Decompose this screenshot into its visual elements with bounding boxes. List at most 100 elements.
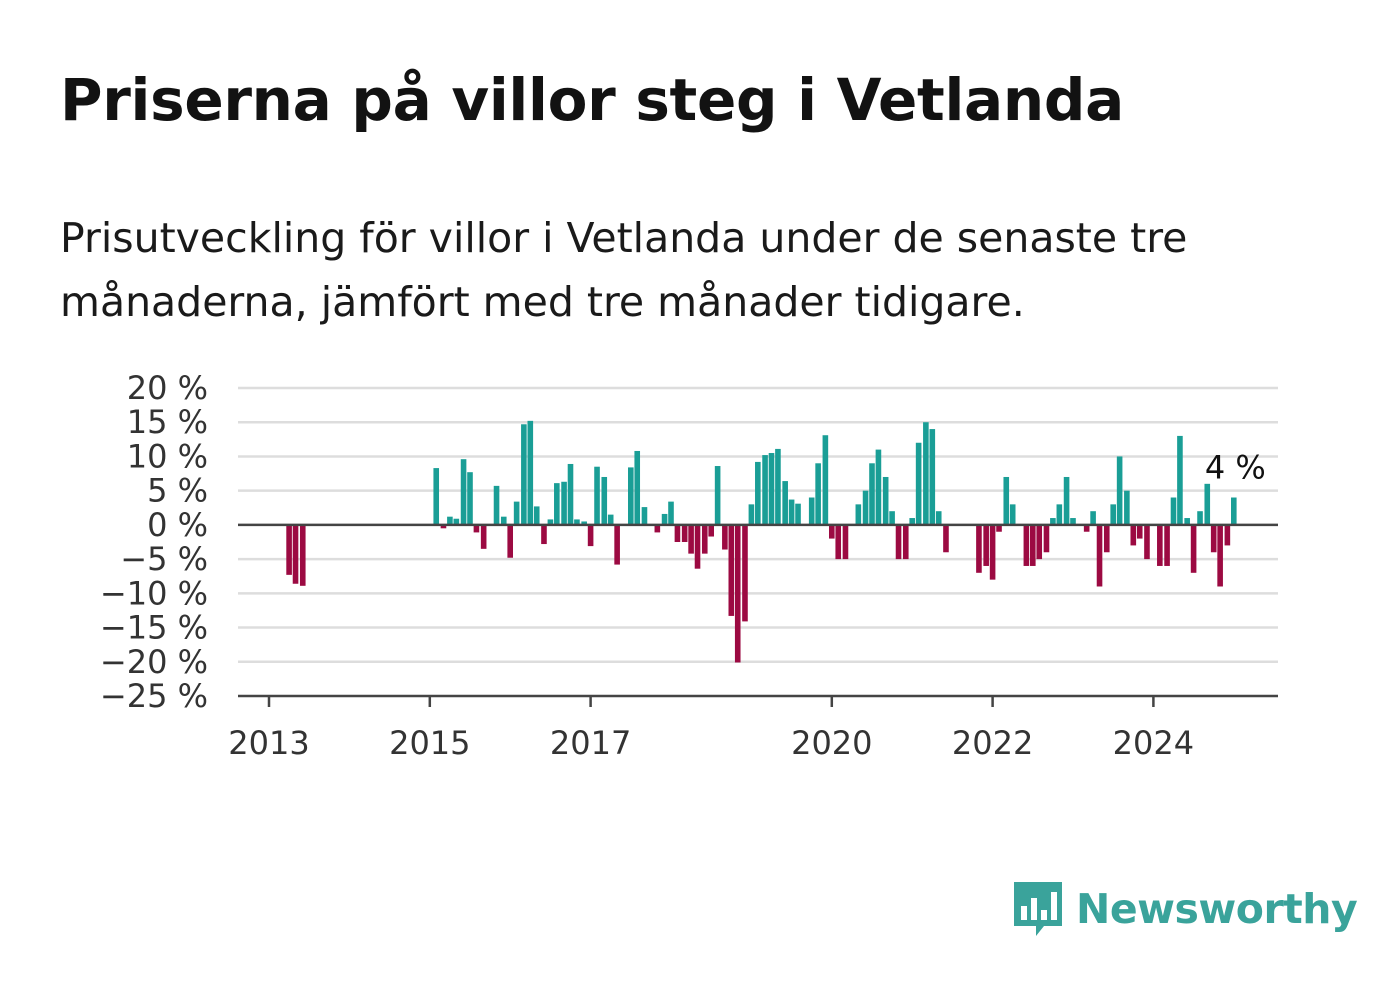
- bar: [782, 481, 788, 525]
- bar: [493, 485, 500, 525]
- x-tick-label: 2020: [791, 724, 872, 762]
- bars: [286, 420, 1237, 663]
- bar: [882, 476, 889, 525]
- bar: [835, 524, 842, 560]
- logo-wordmark: Newsworthy: [1076, 885, 1358, 933]
- bar: [875, 449, 882, 525]
- chart-subtitle: Prisutveckling för villor i Vetlanda und…: [60, 214, 1188, 326]
- bar: [1096, 524, 1103, 587]
- bar: [895, 524, 902, 560]
- bar: [1224, 524, 1231, 546]
- bar: [480, 524, 487, 549]
- bar: [681, 524, 688, 542]
- bar: [527, 420, 534, 525]
- bar: [815, 463, 821, 525]
- gridlines: [238, 386, 1278, 664]
- bar: [829, 524, 835, 539]
- bar: [842, 524, 849, 560]
- bar: [1003, 476, 1010, 525]
- axes: [238, 523, 1278, 707]
- y-tick-label: −10 %: [100, 574, 208, 612]
- bar: [433, 468, 440, 525]
- bar: [473, 524, 480, 533]
- bar: [822, 435, 829, 525]
- bar: [607, 514, 614, 525]
- bar: [460, 459, 467, 525]
- bar: [762, 455, 768, 525]
- bar: [728, 524, 735, 616]
- y-tick-label: 5 %: [147, 472, 208, 510]
- bar: [594, 466, 600, 525]
- bar: [567, 463, 574, 525]
- bar: [587, 524, 594, 547]
- y-tick-label: −25 %: [100, 677, 208, 715]
- bar: [688, 524, 694, 554]
- bar: [923, 422, 929, 525]
- bar: [869, 463, 875, 525]
- bar: [561, 481, 567, 525]
- bar: [554, 483, 560, 525]
- latest-value-label: 4 %: [1205, 449, 1266, 487]
- bar: [996, 524, 1002, 532]
- bar: [1090, 511, 1096, 525]
- bar: [1144, 524, 1150, 560]
- bar: [661, 513, 668, 525]
- bar: [929, 429, 936, 525]
- bar: [547, 519, 554, 525]
- x-tick-label: 2013: [228, 724, 309, 762]
- bar: [694, 524, 701, 569]
- bar: [1204, 483, 1211, 525]
- bar: [634, 450, 641, 525]
- x-tick-label: 2015: [389, 724, 470, 762]
- bar: [533, 506, 540, 525]
- bar: [1030, 524, 1036, 566]
- bar: [902, 524, 909, 560]
- bar: [989, 524, 996, 580]
- bar: [601, 476, 608, 525]
- bar: [574, 519, 580, 525]
- bar: [722, 524, 728, 550]
- bar: [1184, 518, 1190, 525]
- bar: [654, 524, 661, 533]
- x-tick-label: 2017: [550, 724, 631, 762]
- bar: [292, 524, 299, 584]
- bar: [1023, 524, 1030, 566]
- y-tick-label: 20 %: [127, 369, 208, 407]
- bar: [1136, 524, 1143, 539]
- bar: [755, 461, 761, 525]
- bar: [714, 466, 721, 525]
- bar: [581, 521, 587, 525]
- bar: [983, 524, 989, 566]
- y-tick-label: −5 %: [120, 540, 208, 578]
- bar: [500, 516, 507, 525]
- bar: [614, 524, 620, 565]
- bar: [1130, 524, 1137, 546]
- bar: [1009, 504, 1016, 525]
- chart-title: Priserna på villor steg i Vetlanda: [60, 66, 1124, 134]
- bar: [1217, 524, 1223, 587]
- y-tick-label: 15 %: [127, 403, 208, 441]
- bar: [1210, 524, 1217, 553]
- bar: [1231, 497, 1237, 525]
- bar: [855, 504, 862, 525]
- bar: [507, 524, 513, 558]
- bar: [1050, 518, 1056, 525]
- y-tick-label: −15 %: [100, 609, 208, 647]
- bar: [935, 511, 942, 525]
- bar: [768, 453, 775, 525]
- y-tick-label: 10 %: [127, 437, 208, 475]
- x-axis-labels: 2013 2015 2017 2020 2022 2024: [228, 724, 1194, 762]
- bar: [734, 524, 741, 663]
- bar: [641, 507, 648, 525]
- price-change-bar-chart: 20 %15 %10 %5 %0 %−5 %−10 %−15 %−20 %−25…: [100, 369, 1278, 762]
- bar: [1164, 524, 1170, 566]
- bar: [1157, 524, 1163, 566]
- bar: [808, 497, 815, 525]
- bar: [453, 518, 460, 525]
- bar: [1177, 435, 1183, 525]
- bar: [943, 524, 949, 553]
- annotations: 4 %: [1205, 449, 1266, 487]
- bar: [862, 490, 869, 525]
- bar: [1124, 490, 1130, 525]
- bar: [1197, 511, 1203, 525]
